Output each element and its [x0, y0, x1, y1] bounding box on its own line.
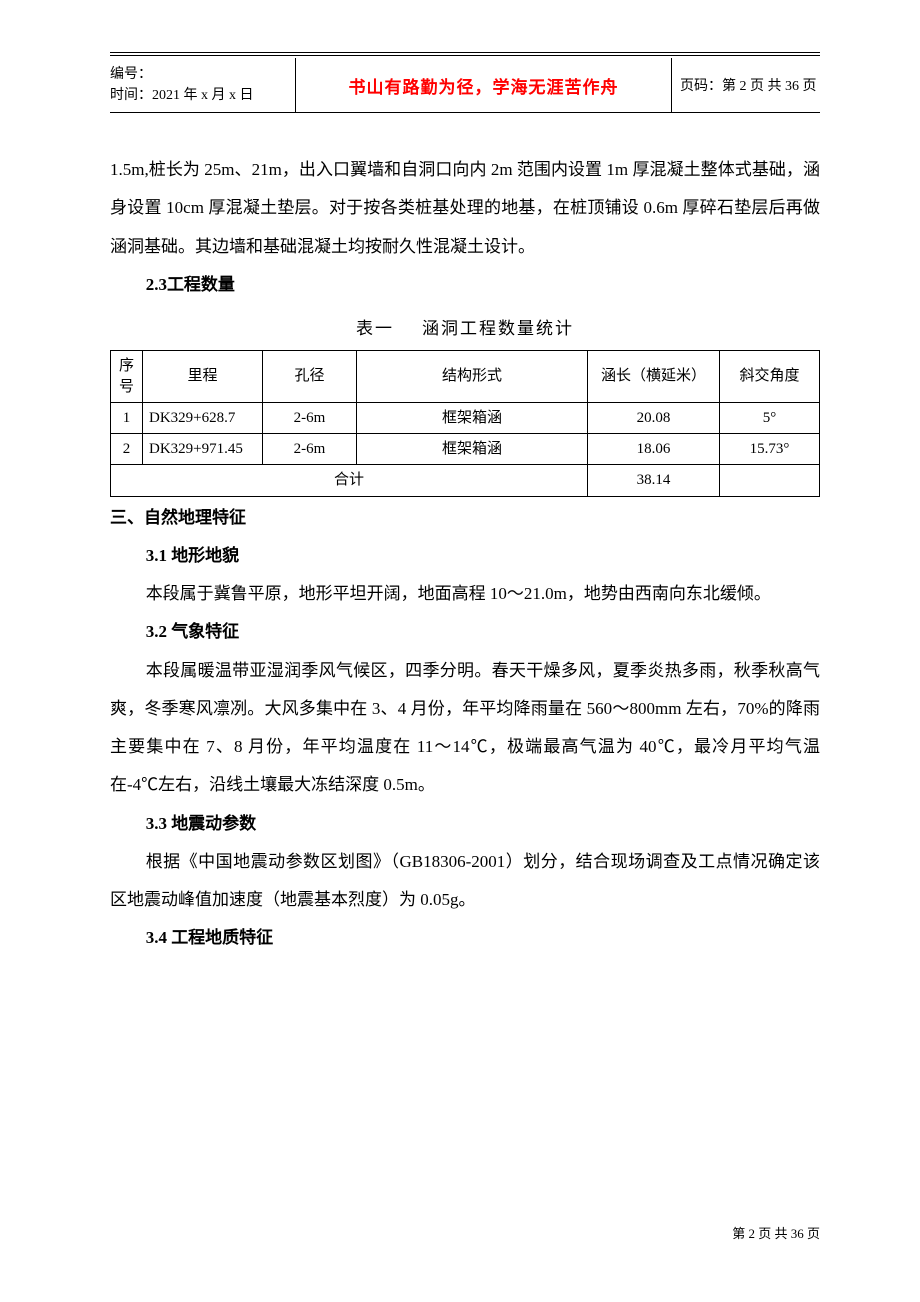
table-row: 2 DK329+971.45 2-6m 框架箱涵 18.06 15.73°	[111, 434, 820, 465]
header-motto: 书山有路勤为径，学海无涯苦作舟	[296, 58, 672, 112]
cell-seq: 1	[111, 402, 143, 433]
section-3-3-title: 3.3 地震动参数	[110, 805, 820, 843]
header-left-cell: 编号： 时间：2021 年 x 月 x 日	[110, 58, 296, 112]
section-2-3-title: 2.3工程数量	[110, 266, 820, 304]
header-rule-top	[110, 52, 820, 53]
cell-length: 20.08	[588, 402, 720, 433]
cell-struct: 框架箱涵	[357, 402, 588, 433]
header-right-cell: 页码：第 2 页 共 36 页	[672, 58, 820, 112]
header-rule-bottom	[110, 55, 820, 56]
table-caption: 表一 涵洞工程数量统计	[110, 310, 820, 348]
cell-struct: 框架箱涵	[357, 434, 588, 465]
section-3-2-paragraph: 本段属暖温带亚湿润季风气候区，四季分明。春天干燥多风，夏季炎热多雨，秋季秋高气爽…	[110, 652, 820, 805]
section-3-4-title: 3.4 工程地质特征	[110, 919, 820, 957]
content: 1.5m,桩长为 25m、21m，出入口翼墙和自洞口向内 2m 范围内设置 1m…	[110, 151, 820, 958]
table-caption-title: 涵洞工程数量统计	[422, 319, 574, 338]
section-3-1-title: 3.1 地形地貌	[110, 537, 820, 575]
time-value: 2021 年 x 月 x 日	[152, 88, 254, 103]
cell-mileage: DK329+971.45	[143, 434, 263, 465]
table-header-row: 序号 里程 孔径 结构形式 涵长（横延米） 斜交角度	[111, 351, 820, 403]
cell-aperture: 2-6m	[263, 402, 357, 433]
cell-total-length: 38.14	[588, 465, 720, 496]
cell-total-label: 合计	[111, 465, 588, 496]
intro-paragraph: 1.5m,桩长为 25m、21m，出入口翼墙和自洞口向内 2m 范围内设置 1m…	[110, 151, 820, 266]
quantity-table: 序号 里程 孔径 结构形式 涵长（横延米） 斜交角度 1 DK329+628.7…	[110, 350, 820, 496]
cell-angle: 5°	[720, 402, 820, 433]
table-total-row: 合计 38.14	[111, 465, 820, 496]
cell-mileage: DK329+628.7	[143, 402, 263, 433]
section-3-1-paragraph: 本段属于冀鲁平原，地形平坦开阔，地面高程 10～21.0m，地势由西南向东北缓倾…	[110, 575, 820, 613]
col-length: 涵长（横延米）	[588, 351, 720, 403]
table-row: 1 DK329+628.7 2-6m 框架箱涵 20.08 5°	[111, 402, 820, 433]
cell-angle: 15.73°	[720, 434, 820, 465]
table-caption-prefix: 表一	[356, 319, 394, 338]
serial-label: 编号：	[110, 67, 152, 82]
page-footer: 第 2 页 共 36 页	[732, 1223, 820, 1242]
page-header: 编号： 时间：2021 年 x 月 x 日 书山有路勤为径，学海无涯苦作舟 页码…	[110, 58, 820, 113]
cell-total-angle	[720, 465, 820, 496]
page-value: 第 2 页 共 36 页	[722, 75, 817, 95]
cell-aperture: 2-6m	[263, 434, 357, 465]
col-mileage: 里程	[143, 351, 263, 403]
cell-seq: 2	[111, 434, 143, 465]
col-struct: 结构形式	[357, 351, 588, 403]
section-3-title: 三、自然地理特征	[110, 499, 820, 537]
section-3-2-title: 3.2 气象特征	[110, 613, 820, 651]
col-seq: 序号	[111, 351, 143, 403]
col-angle: 斜交角度	[720, 351, 820, 403]
section-3-3-paragraph: 根据《中国地震动参数区划图》（GB18306-2001）划分，结合现场调查及工点…	[110, 843, 820, 920]
page-label: 页码：	[680, 75, 722, 95]
col-aperture: 孔径	[263, 351, 357, 403]
time-label: 时间：	[110, 88, 152, 103]
cell-length: 18.06	[588, 434, 720, 465]
